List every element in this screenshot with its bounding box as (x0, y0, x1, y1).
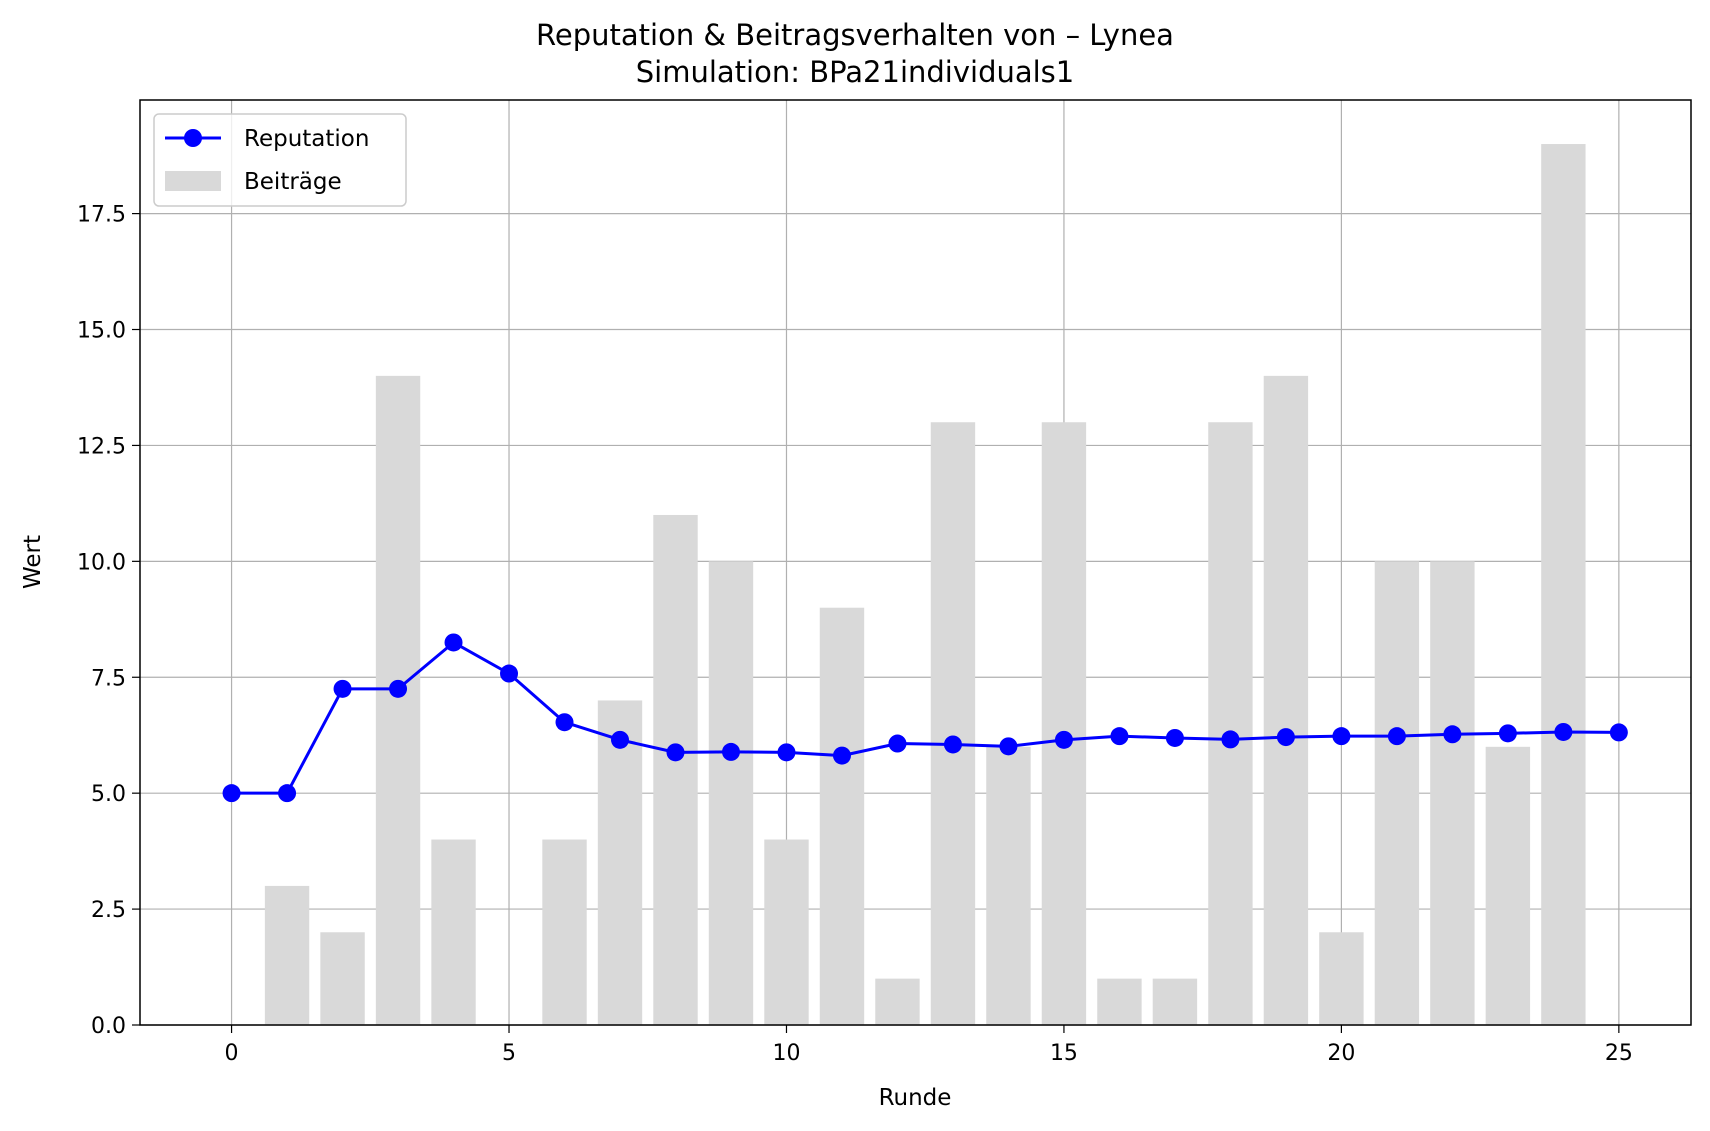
bar-beitraege (653, 515, 697, 1025)
bar-beitraege (1042, 422, 1086, 1025)
bar-beitraege (1375, 561, 1419, 1025)
y-tick-label: 2.5 (91, 898, 126, 923)
x-tick-label: 20 (1327, 1041, 1355, 1066)
y-axis-label: Wert (20, 535, 46, 589)
reputation-point (611, 731, 629, 749)
reputation-point (1221, 730, 1239, 748)
y-tick-label: 5.0 (91, 782, 126, 807)
reputation-point (944, 735, 962, 753)
reputation-point (1277, 728, 1295, 746)
reputation-point (1554, 723, 1572, 741)
y-tick-label: 12.5 (77, 434, 126, 459)
x-tick-label: 0 (225, 1041, 239, 1066)
legend-reputation-marker (184, 129, 202, 147)
x-tick-label: 10 (772, 1041, 800, 1066)
bar-beitraege (986, 747, 1030, 1025)
reputation-point (500, 665, 518, 683)
reputation-point (666, 743, 684, 761)
y-tick-label: 0.0 (91, 1014, 126, 1039)
legend: Reputation Beiträge (154, 114, 406, 206)
reputation-point (223, 784, 241, 802)
bar-beitraege (1541, 144, 1585, 1025)
x-axis-label: Runde (879, 1085, 952, 1111)
bar-beitraege (431, 840, 475, 1025)
reputation-point (833, 747, 851, 765)
chart-title: Reputation & Beitragsverhalten von – Lyn… (536, 18, 1174, 52)
bar-beitraege (1486, 747, 1530, 1025)
reputation-point (445, 633, 463, 651)
legend-label-beitraege: Beiträge (244, 169, 342, 195)
reputation-point (556, 713, 574, 731)
reputation-point (1055, 731, 1073, 749)
y-tick-label: 10.0 (77, 550, 126, 575)
bar-beitraege (931, 422, 975, 1025)
reputation-point (1610, 723, 1628, 741)
reputation-point (1499, 724, 1517, 742)
bar-beitraege (1208, 422, 1252, 1025)
reputation-point (1332, 727, 1350, 745)
reputation-point (1166, 729, 1184, 747)
x-tick-label: 15 (1050, 1041, 1078, 1066)
bar-beitraege (820, 608, 864, 1025)
x-tick-label: 25 (1605, 1041, 1633, 1066)
reputation-point (999, 737, 1017, 755)
chart-subtitle: Simulation: BPa21individuals1 (636, 55, 1075, 89)
bar-beitraege (1264, 376, 1308, 1025)
reputation-point (1443, 725, 1461, 743)
reputation-point (888, 735, 906, 753)
reputation-point (389, 680, 407, 698)
reputation-point (722, 743, 740, 761)
bar-beitraege (1319, 932, 1363, 1025)
reputation-point (1110, 727, 1128, 745)
bar-beitraege (320, 932, 364, 1025)
bar-beitraege (1430, 561, 1474, 1025)
bar-beitraege (542, 840, 586, 1025)
bar-beitraege (1097, 979, 1141, 1025)
bar-beitraege (1153, 979, 1197, 1025)
y-tick-label: 17.5 (77, 203, 126, 228)
bar-beitraege (709, 561, 753, 1025)
bar-beitraege (265, 886, 309, 1025)
y-tick-label: 15.0 (77, 319, 126, 344)
y-tick-label: 7.5 (91, 666, 126, 691)
bar-beitraege (376, 376, 420, 1025)
reputation-point (278, 784, 296, 802)
reputation-point (334, 680, 352, 698)
reputation-point (777, 743, 795, 761)
bar-beitraege (764, 840, 808, 1025)
x-tick-label: 5 (502, 1041, 516, 1066)
legend-label-reputation: Reputation (244, 126, 369, 152)
legend-beitraege-swatch (165, 171, 221, 191)
bar-beitraege (598, 700, 642, 1025)
reputation-point (1388, 727, 1406, 745)
bar-beitraege (875, 979, 919, 1025)
